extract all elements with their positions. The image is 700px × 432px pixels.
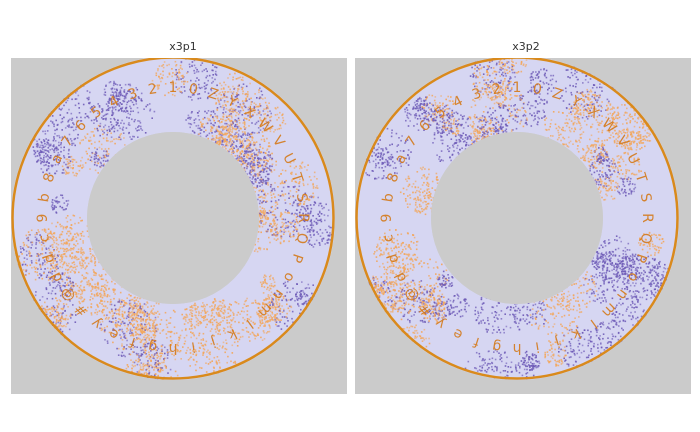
- panel-title-left: x3p1: [123, 40, 243, 53]
- ring-inner-hole: [87, 132, 259, 304]
- ring-glyph: R: [639, 213, 655, 223]
- panel-title-right: x3p2: [466, 40, 586, 53]
- ring-glyph: 1: [169, 80, 178, 96]
- ring-glyph: 1: [513, 80, 522, 96]
- ring-inner-hole: [431, 132, 603, 304]
- ring-glyph: 9: [379, 214, 395, 223]
- ring-glyph: h: [513, 340, 522, 356]
- ring-glyph: 9: [35, 214, 51, 223]
- ring-glyph: R: [295, 213, 311, 223]
- ring-glyph: h: [169, 340, 178, 356]
